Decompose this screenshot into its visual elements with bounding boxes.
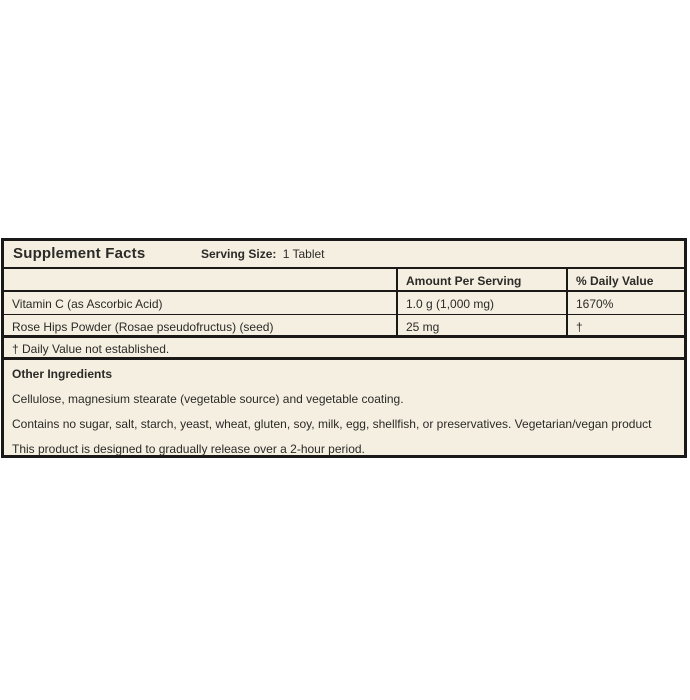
panel-title: Supplement Facts xyxy=(13,245,146,262)
nutrient-amount: 1.0 g (1,000 mg) xyxy=(396,292,566,314)
other-ingredients-paragraph: Cellulose, magnesium stearate (vegetable… xyxy=(12,392,404,406)
other-ingredients-section: Other Ingredients Cellulose, magnesium s… xyxy=(4,360,684,456)
nutrient-name: Rose Hips Powder (Rosae pseudofructus) (… xyxy=(12,320,274,334)
nutrient-daily-value: 1670% xyxy=(566,292,684,314)
supplement-facts-panel: Supplement Facts Serving Size: 1 Tablet … xyxy=(1,238,687,458)
title-row: Supplement Facts Serving Size: 1 Tablet xyxy=(4,241,684,269)
header-amount-per-serving: Amount Per Serving xyxy=(396,269,566,290)
nutrient-amount: 25 mg xyxy=(396,315,566,335)
nutrient-daily-value: † xyxy=(566,315,684,335)
table-row-rose-hips: Rose Hips Powder (Rosae pseudofructus) (… xyxy=(4,315,684,338)
serving-size-label: Serving Size: xyxy=(201,247,277,261)
release-statement-paragraph: This product is designed to gradually re… xyxy=(12,442,365,456)
column-header-row: Amount Per Serving % Daily Value xyxy=(4,269,684,292)
serving-size: Serving Size: 1 Tablet xyxy=(201,247,325,261)
serving-size-value: 1 Tablet xyxy=(282,247,325,261)
allergen-statement-paragraph: Contains no sugar, salt, starch, yeast, … xyxy=(12,417,652,431)
nutrient-name: Vitamin C (as Ascorbic Acid) xyxy=(12,297,163,311)
header-percent-daily-value: % Daily Value xyxy=(566,269,684,290)
other-ingredients-heading: Other Ingredients xyxy=(12,367,113,381)
table-row-vitamin-c: Vitamin C (as Ascorbic Acid) 1.0 g (1,00… xyxy=(4,292,684,315)
header-blank-cell xyxy=(4,269,396,290)
daily-value-footnote: † Daily Value not established. xyxy=(4,338,684,360)
